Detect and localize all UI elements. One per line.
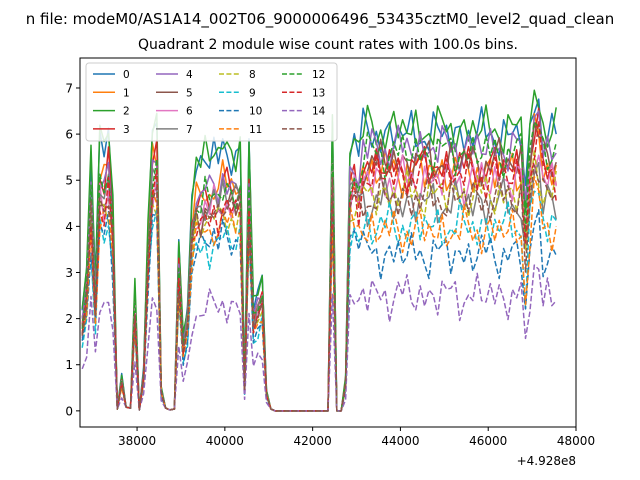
legend-label-8: 8 <box>249 69 256 81</box>
x-tick-label: 46000 <box>469 434 507 448</box>
legend-label-9: 9 <box>249 87 256 99</box>
legend-label-2: 2 <box>123 106 130 118</box>
legend-box <box>85 62 338 142</box>
y-tick-label: 2 <box>65 312 73 326</box>
plot-area-frame <box>79 57 577 428</box>
legend-label-7: 7 <box>186 124 193 136</box>
legend-label-0: 0 <box>123 69 130 81</box>
legend-label-4: 4 <box>186 69 193 81</box>
legend-label-12: 12 <box>312 69 325 81</box>
y-tick-label: 4 <box>65 220 73 234</box>
y-tick-label: 1 <box>65 358 73 372</box>
x-offset-text: +4.928e8 <box>517 454 576 468</box>
x-tick-label: 40000 <box>206 434 244 448</box>
x-axis: 38000 40000 42000 44000 46000 48000 <box>118 427 595 448</box>
series-line-15 <box>81 164 557 412</box>
y-tick-label: 3 <box>65 266 73 280</box>
y-tick-label: 0 <box>65 404 73 418</box>
chart-title: Quadrant 2 module wise count rates with … <box>138 37 518 53</box>
legend-label-1: 1 <box>123 87 130 99</box>
legend-label-14: 14 <box>312 106 326 118</box>
series-line-8 <box>81 149 557 412</box>
x-tick-label: 44000 <box>381 434 419 448</box>
legend-label-10: 10 <box>249 106 262 118</box>
suptitle: n file: modeM0/AS1A14_002T06_9000006496_… <box>26 10 615 29</box>
y-tick-label: 7 <box>65 81 73 95</box>
series-layer <box>81 89 557 412</box>
y-tick-label: 5 <box>65 174 73 188</box>
legend-label-6: 6 <box>186 106 193 118</box>
y-tick-label: 6 <box>65 128 73 142</box>
series-line-9 <box>81 190 557 412</box>
series-line-11 <box>81 175 557 412</box>
x-tick-label: 42000 <box>294 434 332 448</box>
legend-label-15: 15 <box>312 124 325 136</box>
series-line-5 <box>81 122 557 412</box>
series-line-10 <box>81 209 557 412</box>
x-tick-label: 48000 <box>557 434 595 448</box>
x-tick-label: 38000 <box>118 434 156 448</box>
y-axis: 0 1 2 3 4 5 6 7 <box>65 81 80 418</box>
legend-label-13: 13 <box>312 87 325 99</box>
series-line-14 <box>81 264 557 412</box>
legend-label-11: 11 <box>249 124 262 136</box>
legend-label-3: 3 <box>123 124 130 136</box>
legend-label-5: 5 <box>186 87 193 99</box>
